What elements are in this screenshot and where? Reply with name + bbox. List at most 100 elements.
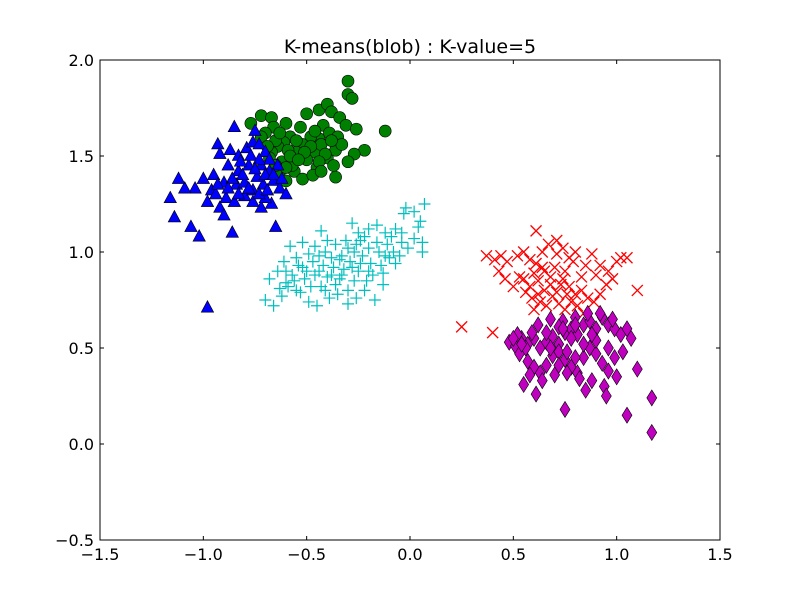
- data-point-circle: [325, 134, 338, 147]
- data-point-diamond: [536, 372, 548, 390]
- data-point-circle: [341, 74, 355, 88]
- data-point-plus: [342, 242, 354, 255]
- data-point-diamond: [569, 349, 581, 367]
- data-point-diamond: [569, 316, 581, 334]
- data-point-plus: [280, 276, 292, 289]
- data-point-plus: [290, 284, 303, 297]
- data-point-diamond: [557, 320, 569, 338]
- data-point-x: [550, 234, 563, 247]
- data-point-triangle: [258, 167, 273, 180]
- data-point-diamond: [609, 349, 620, 367]
- data-point-plus: [370, 219, 383, 232]
- data-point-plus: [267, 299, 280, 312]
- data-point-x: [542, 238, 555, 251]
- data-point-triangle: [227, 119, 242, 132]
- data-point-triangle: [242, 181, 256, 194]
- data-point-triangle: [219, 190, 233, 204]
- data-point-diamond: [507, 329, 519, 347]
- data-point-plus: [397, 207, 410, 220]
- data-point-x: [559, 265, 571, 278]
- data-point-diamond: [603, 339, 614, 357]
- data-point-circle: [327, 159, 340, 172]
- data-point-x: [507, 280, 520, 293]
- data-point-plus: [370, 236, 383, 249]
- data-point-circle: [273, 126, 287, 140]
- data-point-x: [546, 290, 559, 303]
- data-point-plus: [350, 292, 363, 305]
- axes-frame: [99, 59, 721, 541]
- data-point-plus: [352, 265, 365, 278]
- x-tick-label: 0.5: [501, 545, 526, 564]
- data-point-triangle: [196, 171, 211, 184]
- data-point-x: [579, 259, 592, 272]
- data-point-plus: [381, 238, 394, 251]
- data-point-diamond: [617, 343, 629, 361]
- data-point-plus: [296, 236, 309, 249]
- data-point-triangle: [221, 181, 235, 194]
- data-point-diamond: [578, 349, 589, 367]
- data-point-plus: [273, 282, 286, 295]
- data-point-plus: [354, 234, 367, 247]
- data-point-triangle: [213, 146, 227, 159]
- data-point-triangle: [233, 154, 248, 167]
- data-point-x: [594, 288, 607, 301]
- y-tick-label: 2.0: [69, 51, 94, 70]
- data-point-plus: [414, 215, 427, 228]
- data-point-x: [536, 261, 549, 274]
- data-point-plus: [296, 261, 309, 274]
- data-point-x: [631, 284, 644, 297]
- data-point-plus: [280, 265, 292, 278]
- data-point-plus: [337, 263, 350, 276]
- data-point-triangle: [223, 142, 237, 156]
- data-point-diamond: [574, 370, 585, 388]
- data-point-plus: [362, 222, 375, 235]
- data-point-plus: [290, 251, 303, 264]
- data-point-x: [544, 271, 557, 283]
- data-point-diamond: [561, 343, 573, 361]
- data-point-triangle: [248, 123, 262, 136]
- data-point-plus: [364, 257, 377, 270]
- data-point-circle: [308, 124, 322, 138]
- data-point-diamond: [580, 381, 592, 399]
- data-point-circle: [349, 122, 363, 136]
- data-point-plus: [329, 238, 342, 251]
- data-point-plus: [259, 294, 272, 306]
- data-point-x: [554, 278, 567, 291]
- x-tick-label: 0.0: [397, 545, 422, 564]
- data-point-triangle: [225, 225, 239, 238]
- data-point-plus: [344, 255, 357, 268]
- data-point-x: [540, 299, 553, 312]
- data-point-diamond: [625, 329, 637, 347]
- data-point-triangle: [273, 181, 287, 194]
- data-point-plus: [358, 284, 371, 297]
- data-point-diamond: [545, 310, 556, 328]
- data-point-plus: [408, 205, 421, 218]
- data-point-x: [501, 255, 514, 268]
- data-point-x: [523, 253, 536, 266]
- data-point-plus: [339, 234, 352, 247]
- data-point-triangle: [192, 229, 206, 242]
- data-point-triangle: [211, 177, 225, 190]
- data-point-diamond: [565, 329, 577, 347]
- data-point-plus: [348, 274, 361, 287]
- data-point-circle: [341, 155, 355, 169]
- data-point-plus: [377, 278, 390, 291]
- data-point-circle: [300, 107, 313, 121]
- data-point-diamond: [594, 304, 606, 323]
- data-point-plus: [408, 232, 421, 245]
- data-point-plus: [288, 274, 301, 287]
- data-point-plus: [319, 246, 332, 258]
- data-point-plus: [311, 299, 323, 312]
- data-point-plus: [348, 246, 361, 258]
- data-point-plus: [313, 265, 326, 278]
- data-point-plus: [385, 230, 398, 243]
- data-point-plus: [319, 284, 332, 297]
- data-point-circle: [345, 92, 359, 105]
- data-point-plus: [399, 201, 412, 214]
- y-tick-label: −0.5: [55, 531, 94, 550]
- data-point-diamond: [631, 360, 643, 378]
- data-point-x: [492, 265, 505, 278]
- data-point-x: [594, 259, 607, 272]
- data-point-triangle: [279, 186, 293, 200]
- data-point-plus: [263, 272, 276, 285]
